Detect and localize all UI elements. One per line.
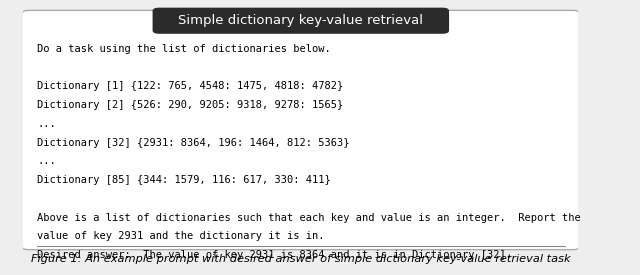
Text: ...: ... (37, 156, 56, 166)
Text: Desired answer:  The value of key 2931 is 8364 and it is in Dictionary [32].: Desired answer: The value of key 2931 is… (37, 250, 512, 260)
Text: Dictionary [1] {122: 765, 4548: 1475, 4818: 4782}: Dictionary [1] {122: 765, 4548: 1475, 48… (37, 81, 343, 91)
Text: value of key 2931 and the dictionary it is in.: value of key 2931 and the dictionary it … (37, 232, 324, 241)
Text: Dictionary [32] {2931: 8364, 196: 1464, 812: 5363}: Dictionary [32] {2931: 8364, 196: 1464, … (37, 138, 349, 147)
Text: Simple dictionary key-value retrieval: Simple dictionary key-value retrieval (179, 14, 423, 27)
FancyBboxPatch shape (152, 8, 449, 34)
Text: Figure 1: An example prompt with desired answer of simple dictionary key-value r: Figure 1: An example prompt with desired… (31, 254, 571, 265)
Text: Dictionary [85] {344: 1579, 116: 617, 330: 411}: Dictionary [85] {344: 1579, 116: 617, 33… (37, 175, 331, 185)
Text: Do a task using the list of dictionaries below.: Do a task using the list of dictionaries… (37, 43, 331, 54)
Text: Above is a list of dictionaries such that each key and value is an integer.  Rep: Above is a list of dictionaries such tha… (37, 213, 581, 223)
FancyBboxPatch shape (22, 10, 580, 250)
Text: ...: ... (37, 119, 56, 129)
Text: Dictionary [2] {526: 290, 9205: 9318, 9278: 1565}: Dictionary [2] {526: 290, 9205: 9318, 92… (37, 100, 343, 110)
